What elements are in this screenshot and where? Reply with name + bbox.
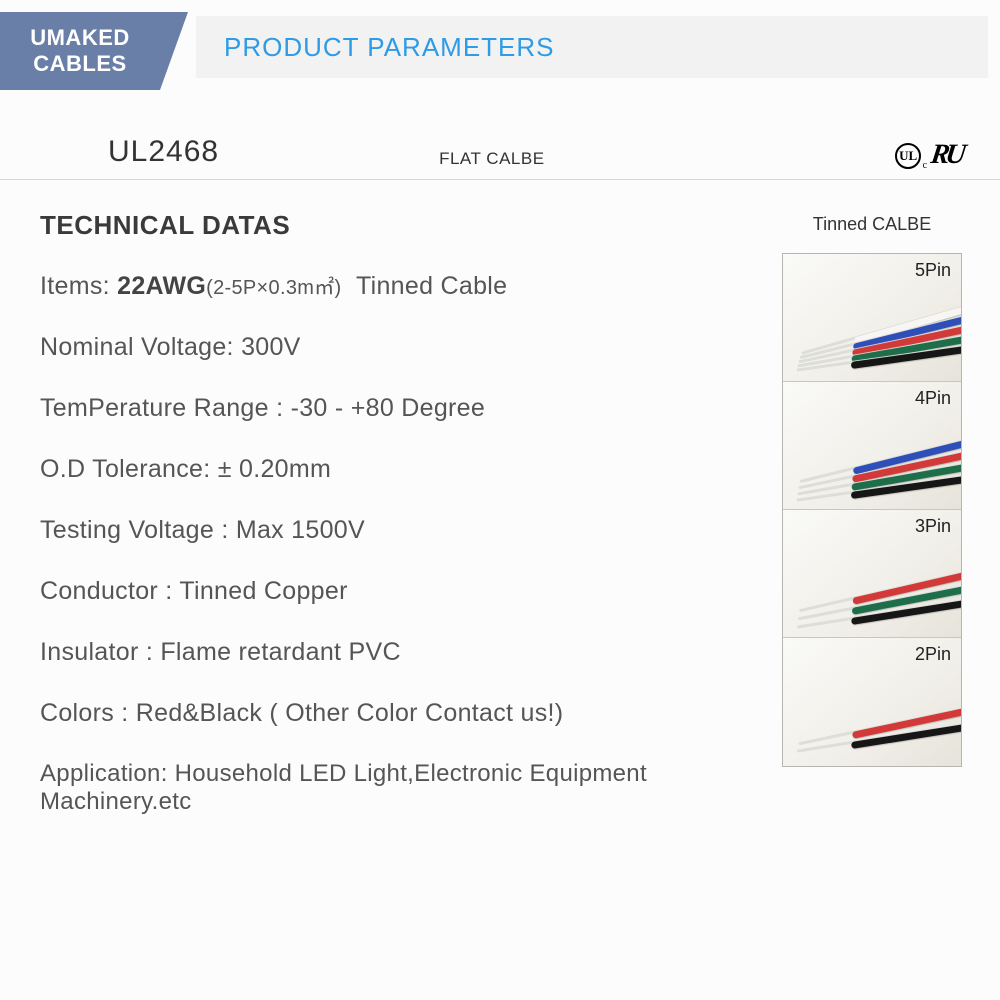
content-row: TECHNICAL DATAS Items: 22AWG(2-5P×0.3m㎡)… (0, 180, 1000, 848)
specs-column: TECHNICAL DATAS Items: 22AWG(2-5P×0.3m㎡)… (40, 210, 772, 848)
pin-label: 3Pin (915, 516, 951, 537)
spec-application: Application: Household LED Light,Electro… (40, 760, 772, 816)
parameters-title: PRODUCT PARAMETERS (224, 32, 555, 63)
spec-voltage-label: Nominal Voltage: (40, 333, 234, 361)
pin-label: 5Pin (915, 260, 951, 281)
technical-datas-title: TECHNICAL DATAS (40, 210, 772, 241)
spec-insulator: Insulator : Flame retardant PVC (40, 638, 772, 667)
brand-line2: CABLES (33, 51, 126, 77)
ul-cert-sub: c (923, 160, 927, 171)
spec-items-label: Items: (40, 272, 110, 300)
flat-cable-label: FLAT CALBE (439, 149, 544, 169)
spec-items: Items: 22AWG(2-5P×0.3m㎡) Tinned Cable (40, 271, 772, 301)
spec-voltage: Nominal Voltage: 300V (40, 333, 772, 362)
spec-items-tail: Tinned Cable (356, 272, 507, 300)
spec-od: O.D Tolerance: ± 0.20mm (40, 455, 772, 484)
spec-test-val: Max 1500V (236, 516, 365, 544)
spec-test-label: Testing Voltage : (40, 516, 229, 544)
pin-label: 2Pin (915, 644, 951, 665)
brand-tab: UMAKED CABLES (0, 12, 160, 90)
cable-cell: 4Pin (783, 382, 961, 510)
ul-cert-text: UL (899, 148, 917, 164)
side-title: Tinned CALBE (772, 214, 972, 235)
cable-grid: 5Pin 4Pin 3Pin 2Pin (782, 253, 962, 767)
model-row: UL2468 FLAT CALBE UL c RU (0, 135, 1000, 180)
spec-test: Testing Voltage : Max 1500V (40, 516, 772, 545)
spec-insulator-label: Insulator : (40, 638, 153, 666)
spec-od-label: O.D Tolerance: (40, 455, 210, 483)
spec-items-awg: 22AWG (117, 272, 206, 300)
spec-colors-label: Colors : (40, 699, 129, 727)
certification-group: UL c RU (895, 141, 962, 169)
spec-items-paren: (2-5P×0.3m㎡) (206, 277, 341, 299)
spec-insulator-val: Flame retardant PVC (160, 638, 401, 666)
spec-voltage-val: 300V (241, 333, 301, 361)
model-code: UL2468 (108, 135, 219, 169)
spec-conductor-label: Conductor : (40, 577, 173, 605)
header-row: UMAKED CABLES PRODUCT PARAMETERS (0, 0, 1000, 90)
spec-od-val: ± 0.20mm (218, 455, 331, 483)
spec-colors-val: Red&Black ( Other Color Contact us!) (136, 699, 564, 727)
spec-temp-label: TemPerature Range : (40, 394, 283, 422)
spec-temp-val: -30 - +80 Degree (291, 394, 486, 422)
ru-cert-icon: RU (929, 141, 964, 169)
parameters-title-bar: PRODUCT PARAMETERS (196, 16, 988, 78)
brand-line1: UMAKED (30, 25, 130, 51)
spec-colors: Colors : Red&Black ( Other Color Contact… (40, 699, 772, 728)
cable-cell: 2Pin (783, 638, 961, 766)
side-column: Tinned CALBE 5Pin 4Pin 3Pin 2Pin (772, 210, 972, 848)
spec-temp: TemPerature Range : -30 - +80 Degree (40, 394, 772, 423)
spec-application-label: Application: (40, 760, 168, 787)
spec-conductor: Conductor : Tinned Copper (40, 577, 772, 606)
cable-cell: 3Pin (783, 510, 961, 638)
pin-label: 4Pin (915, 388, 951, 409)
ul-cert-icon: UL c (895, 143, 921, 169)
spec-conductor-val: Tinned Copper (179, 577, 347, 605)
cable-cell: 5Pin (783, 254, 961, 382)
